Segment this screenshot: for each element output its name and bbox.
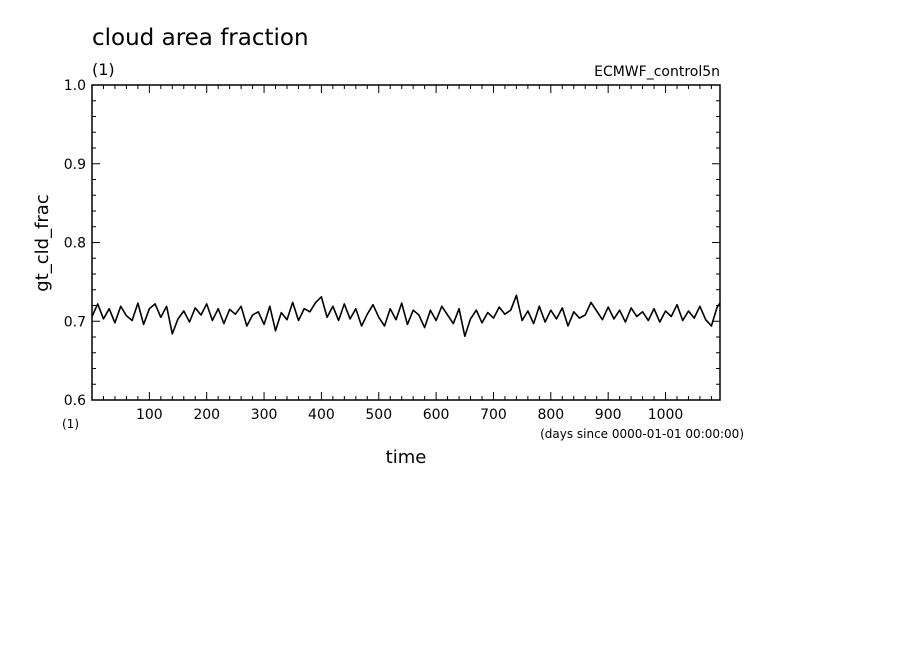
y-tick-label: 0.6 [64, 393, 86, 409]
tick-label-layer: 100 200 300 400 500 600 700 800 900 1000 0.6 0.7 0.8… [64, 78, 684, 423]
series-line [91, 294, 721, 338]
y-tick-label: 0.7 [64, 314, 86, 330]
x-tick-label: 400 [308, 407, 335, 423]
tick-layer [92, 85, 720, 400]
y-tick-label: 1.0 [64, 78, 86, 94]
x-tick-label: 300 [251, 407, 278, 423]
y-axis-label: gt_cld_frac [32, 194, 53, 291]
x-tick-label: 100 [136, 407, 163, 423]
x-axis-unit: (days since 0000-01-01 00:00:00) [540, 427, 744, 441]
model-label: ECMWF_control5n [594, 64, 720, 80]
x-tick-label: 500 [365, 407, 392, 423]
x-axis-label: time [386, 447, 427, 468]
series-layer [91, 294, 721, 338]
x-tick-label: 600 [423, 407, 450, 423]
chart-title: cloud area fraction [92, 25, 309, 51]
x-tick-label: 900 [595, 407, 622, 423]
x-tick-label: 200 [193, 407, 220, 423]
y-tick-label: 0.9 [64, 157, 86, 173]
x-tick-label: 800 [537, 407, 564, 423]
y-axis-unit: (1) [62, 417, 79, 431]
x-tick-label: 700 [480, 407, 507, 423]
title-unit: (1) [92, 60, 115, 79]
x-tick-label: 1000 [648, 407, 684, 423]
plot-frame [91, 84, 721, 401]
y-tick-label: 0.8 [64, 236, 86, 252]
